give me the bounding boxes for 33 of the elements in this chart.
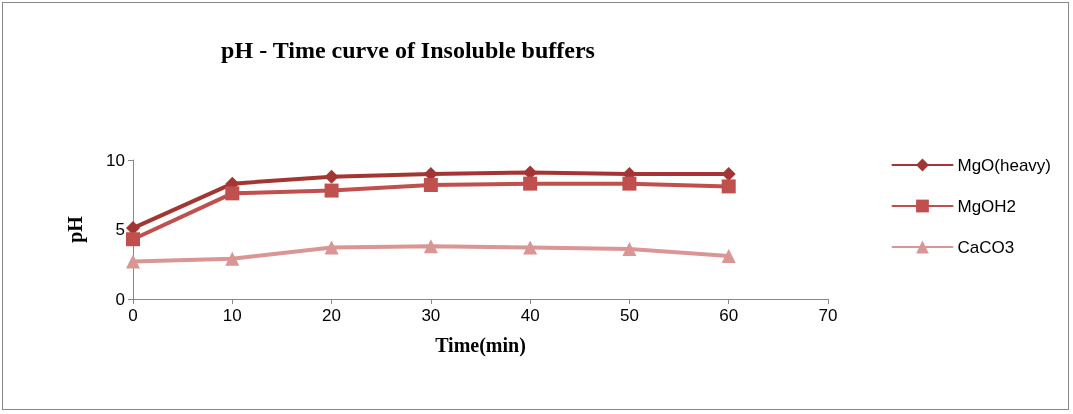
legend-label: MgOH2 <box>957 196 1017 216</box>
y-axis-title: pH <box>64 215 87 243</box>
y-tick-label: 0 <box>115 289 125 309</box>
point <box>622 241 637 256</box>
point <box>324 240 339 255</box>
legend-label: MgO(heavy) <box>957 155 1052 175</box>
point <box>225 251 240 266</box>
point <box>523 176 538 191</box>
chart-title: pH - Time curve of Insoluble buffers <box>221 37 595 63</box>
x-tick-label: 30 <box>421 306 441 325</box>
point <box>126 232 140 247</box>
x-tick-label: 50 <box>619 306 639 325</box>
x-tick-label: 40 <box>520 306 540 325</box>
point <box>523 240 538 255</box>
x-tick-label: 20 <box>322 306 342 325</box>
x-tick-label: 10 <box>222 306 242 325</box>
y-tick-label: 5 <box>115 220 125 239</box>
point <box>324 169 339 184</box>
point <box>423 178 438 193</box>
point <box>622 176 637 191</box>
point <box>225 186 240 201</box>
legend-label: CaCO3 <box>957 237 1015 257</box>
x-tick-label: 0 <box>128 306 138 325</box>
x-tick-label: 60 <box>719 306 739 325</box>
point <box>324 183 339 198</box>
point <box>721 166 736 181</box>
x-axis-title: Time(min) <box>435 334 526 357</box>
point <box>126 254 140 269</box>
y-tick-label: 10 <box>106 150 125 170</box>
point <box>721 179 736 194</box>
point <box>721 248 736 263</box>
point <box>423 239 438 254</box>
x-tick-label: 70 <box>818 306 838 325</box>
